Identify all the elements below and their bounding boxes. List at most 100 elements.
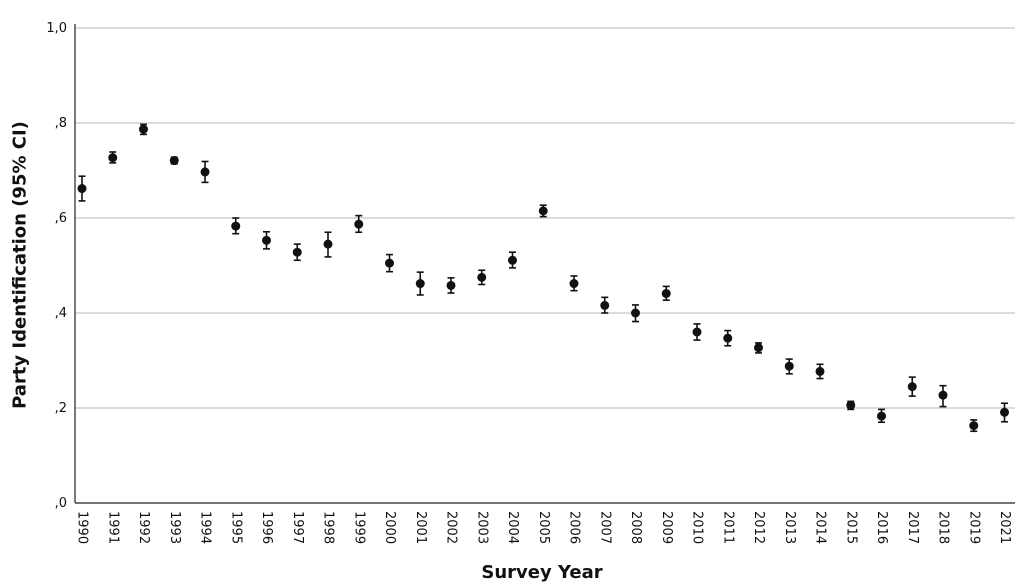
x-tick-label: 1993 <box>167 511 182 544</box>
data-point <box>477 272 487 282</box>
x-tick-label: 1996 <box>259 511 274 544</box>
x-tick-label: 2011 <box>720 511 735 544</box>
y-tick-label: ,4 <box>55 306 67 321</box>
y-tick-label: ,2 <box>55 401 67 416</box>
data-point-group <box>784 358 794 375</box>
data-point-group <box>508 251 517 269</box>
x-tick-label: 2009 <box>659 511 674 544</box>
x-tick-label: 2003 <box>474 511 489 544</box>
y-tick-label: 1,0 <box>46 21 67 36</box>
data-point-group <box>292 243 302 262</box>
data-point <box>508 255 517 265</box>
data-point <box>354 219 364 229</box>
x-tick-label: 1992 <box>136 511 151 544</box>
data-point-group <box>631 304 640 323</box>
x-tick-label: 2008 <box>628 511 643 544</box>
data-point <box>169 156 179 166</box>
x-axis-title: Survey Year <box>481 562 602 583</box>
data-point <box>692 327 702 337</box>
data-point <box>600 300 610 310</box>
data-point <box>723 333 733 343</box>
x-tick-label: 1999 <box>351 511 366 544</box>
y-tick-label: ,6 <box>55 211 67 226</box>
data-point <box>538 206 548 216</box>
data-point-group <box>323 231 333 258</box>
data-point <box>385 258 394 268</box>
data-point <box>1000 407 1009 417</box>
data-point <box>200 167 210 177</box>
data-point <box>815 366 825 376</box>
x-tick-label: 1998 <box>321 511 336 544</box>
y-tick-labels: ,0 ,2 ,4 ,6 ,8 1,0 <box>46 21 67 511</box>
data-points <box>77 123 1009 433</box>
data-point-group <box>815 363 825 380</box>
data-point-group <box>385 253 394 273</box>
x-tick-label: 2005 <box>536 511 551 544</box>
x-tick-label: 1990 <box>75 511 90 544</box>
y-axis-title: Party Identification (95% CI) <box>10 121 31 409</box>
data-point <box>231 221 241 231</box>
x-tick-label: 1994 <box>198 511 213 544</box>
data-point-group <box>200 160 210 184</box>
y-tick-label: ,8 <box>55 116 67 131</box>
x-tick-label: 2016 <box>874 511 889 544</box>
data-point-group <box>907 376 917 397</box>
data-point <box>661 289 671 299</box>
x-tick-label: 2006 <box>567 511 582 544</box>
data-point-group <box>661 285 671 301</box>
data-point-group <box>477 269 487 286</box>
x-tick-label: 2001 <box>413 511 428 544</box>
data-point <box>784 361 794 371</box>
data-point <box>139 124 148 134</box>
data-point-group <box>600 296 610 314</box>
data-point-group <box>846 400 856 411</box>
x-tick-label: 1991 <box>105 511 120 544</box>
data-point-group <box>262 230 271 250</box>
data-point <box>262 235 271 245</box>
data-point-group <box>231 217 241 235</box>
x-tick-label: 2000 <box>382 511 397 544</box>
data-point-group <box>139 123 148 136</box>
x-tick-label: 2007 <box>597 511 612 544</box>
data-point <box>569 279 579 289</box>
x-tick-label: 2021 <box>997 511 1012 544</box>
data-point-group <box>754 342 763 354</box>
x-tick-label: 2015 <box>843 511 858 544</box>
x-tick-label: 2012 <box>751 511 766 544</box>
data-point <box>323 239 333 249</box>
data-point-group <box>969 419 979 433</box>
data-point <box>907 382 917 392</box>
data-point-group <box>169 156 179 166</box>
x-tick-label: 2002 <box>444 511 459 544</box>
data-point-group <box>538 204 548 218</box>
data-point <box>969 421 979 431</box>
x-tick-label: 2019 <box>966 511 981 544</box>
data-point <box>754 343 763 353</box>
x-tick-label: 2013 <box>782 511 797 544</box>
data-point-group <box>77 175 87 202</box>
x-tick-label: 1997 <box>290 511 305 544</box>
x-tick-label: 2010 <box>690 511 705 544</box>
x-tick-label: 2014 <box>813 511 828 544</box>
data-point <box>846 400 856 410</box>
data-point <box>292 247 302 257</box>
data-point <box>938 390 948 400</box>
data-point <box>877 411 886 421</box>
data-point <box>77 184 87 194</box>
data-point-group <box>877 408 886 424</box>
y-tick-label: ,0 <box>55 496 67 511</box>
data-point <box>631 308 640 318</box>
x-tick-label: 2018 <box>936 511 951 544</box>
x-tick-label: 2017 <box>905 511 920 544</box>
x-tick-label: 1995 <box>228 511 243 544</box>
data-point-group <box>1000 402 1009 423</box>
data-point-group <box>569 275 579 292</box>
data-point-group <box>938 384 948 408</box>
data-point-group <box>723 329 733 347</box>
data-point <box>415 279 425 289</box>
gridlines <box>75 27 1015 409</box>
data-point-group <box>108 151 118 164</box>
x-tick-labels: 1990 1991 1992 1993 1994 1995 1996 1997 1998 1999… <box>75 511 1013 544</box>
data-point-group <box>415 271 425 296</box>
